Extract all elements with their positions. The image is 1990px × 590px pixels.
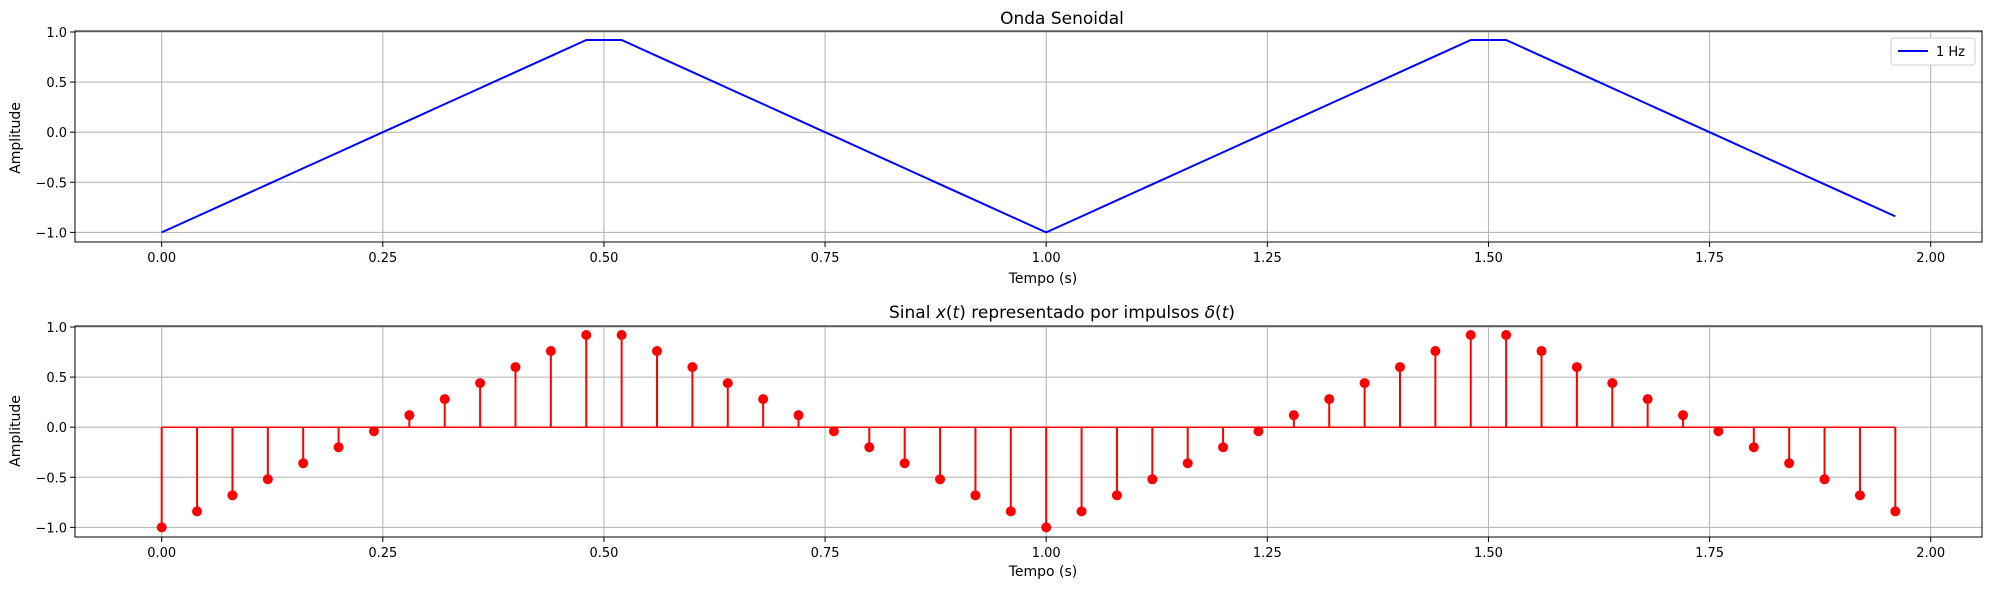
stem-marker <box>828 426 839 437</box>
stem-marker <box>227 490 238 501</box>
y-tick-label: −1.0 <box>35 226 67 241</box>
legend: 1 Hz <box>1890 37 1976 66</box>
x-tick-label: 1.25 <box>1253 251 1282 266</box>
stem-marker <box>793 410 804 421</box>
stem-marker <box>935 474 946 485</box>
x-axis-label: Tempo (s) <box>1008 271 1078 287</box>
stem-marker <box>652 346 663 357</box>
impulse-stem-chart: Sinal x(t) representado por impulsos δ(t… <box>8 303 1983 580</box>
chart-title: Onda Senoidal <box>1000 9 1124 29</box>
x-tick-label: 0.50 <box>589 546 618 561</box>
stem-marker <box>156 522 167 533</box>
stem-marker <box>510 362 521 373</box>
data-layer <box>156 330 1901 533</box>
x-tick-label: 2.00 <box>1916 251 1945 266</box>
stem-marker <box>1854 490 1865 501</box>
stem-marker <box>1501 330 1512 341</box>
stem-marker <box>545 346 556 357</box>
stem-marker <box>1748 442 1759 453</box>
stem-marker <box>368 426 379 437</box>
stem-marker <box>1430 346 1441 357</box>
stem-marker <box>439 394 450 405</box>
sine-wave-chart: Onda Senoidal Amplitude Tempo (s) 0.00 0.… <box>8 9 1983 287</box>
x-tick-label: 0.00 <box>147 546 176 561</box>
x-tick-label: 1.00 <box>1032 546 1061 561</box>
stem-marker <box>1394 362 1405 373</box>
x-tick-label: 0.25 <box>368 251 397 266</box>
stem-marker <box>1713 426 1724 437</box>
stem-marker <box>1819 474 1830 485</box>
stem-marker <box>1359 378 1370 389</box>
stem-marker <box>475 378 486 389</box>
y-tick-label: −1.0 <box>35 521 67 536</box>
stem-marker <box>1005 506 1016 517</box>
x-tick-label: 1.25 <box>1253 546 1282 561</box>
series-line <box>161 39 1896 234</box>
stem-marker <box>1642 394 1653 405</box>
legend-label: 1 Hz <box>1936 45 1965 60</box>
stem-marker <box>1571 362 1582 373</box>
stem-marker <box>581 330 592 341</box>
stem-marker <box>1784 458 1795 469</box>
x-tick-label: 1.75 <box>1695 546 1724 561</box>
x-tick-label: 0.75 <box>811 251 840 266</box>
y-tick-label: 0.0 <box>46 126 67 141</box>
chart-title: Sinal x(t) representado por impulsos δ(t… <box>889 303 1235 323</box>
y-tick-label: 0.0 <box>46 421 67 436</box>
stem-marker <box>1288 410 1299 421</box>
x-axis-label: Tempo (s) <box>1008 564 1078 580</box>
y-tick-label: −0.5 <box>35 471 67 486</box>
y-tick-label: 1.0 <box>46 26 67 41</box>
x-tick-label: 0.25 <box>368 546 397 561</box>
y-axis-label: Amplitude <box>8 102 24 174</box>
stem-marker <box>1076 506 1087 517</box>
grid <box>75 31 1982 242</box>
tick-layer: 0.00 0.25 0.50 0.75 1.00 1.25 1.50 1.75 2.00 −1.0… <box>35 26 1945 266</box>
y-axis-label: Amplitude <box>8 395 24 467</box>
x-tick-label: 0.00 <box>147 251 176 266</box>
stem-marker <box>1253 426 1264 437</box>
legend-box <box>1890 37 1976 66</box>
stem-marker <box>1607 378 1618 389</box>
y-tick-label: −0.5 <box>35 176 67 191</box>
stem-marker <box>722 378 733 389</box>
stem-marker <box>1465 330 1476 341</box>
stem-marker <box>1678 410 1689 421</box>
stem-marker <box>404 410 415 421</box>
stem-marker <box>262 474 273 485</box>
stem-marker <box>1536 346 1547 357</box>
plot-frame <box>74 325 1983 538</box>
y-tick-label: 0.5 <box>46 76 67 91</box>
stem-marker <box>1111 490 1122 501</box>
stem-marker <box>1182 458 1193 469</box>
stem-marker <box>899 458 910 469</box>
stem-marker <box>970 490 981 501</box>
data-layer <box>161 39 1896 234</box>
x-tick-label: 2.00 <box>1916 546 1945 561</box>
plot-frame <box>74 30 1983 243</box>
x-tick-label: 1.50 <box>1474 251 1503 266</box>
stem-marker <box>298 458 309 469</box>
x-tick-label: 1.50 <box>1474 546 1503 561</box>
y-tick-label: 1.0 <box>46 321 67 336</box>
stem-marker <box>1218 442 1229 453</box>
stem-marker <box>1324 394 1335 405</box>
x-tick-label: 0.50 <box>589 251 618 266</box>
stem-marker <box>1041 522 1052 533</box>
stem-marker <box>758 394 769 405</box>
stem-marker <box>333 442 344 453</box>
tick-layer: 0.00 0.25 0.50 0.75 1.00 1.25 1.50 1.75 2.00 −1.0… <box>35 321 1945 561</box>
x-tick-label: 0.75 <box>811 546 840 561</box>
x-tick-label: 1.75 <box>1695 251 1724 266</box>
x-tick-label: 1.00 <box>1032 251 1061 266</box>
stem-marker <box>864 442 875 453</box>
stem-marker <box>1147 474 1158 485</box>
stem-marker <box>687 362 698 373</box>
stem-marker <box>192 506 203 517</box>
stem-marker <box>1890 506 1901 517</box>
stem-marker <box>616 330 627 341</box>
y-tick-label: 0.5 <box>46 371 67 386</box>
